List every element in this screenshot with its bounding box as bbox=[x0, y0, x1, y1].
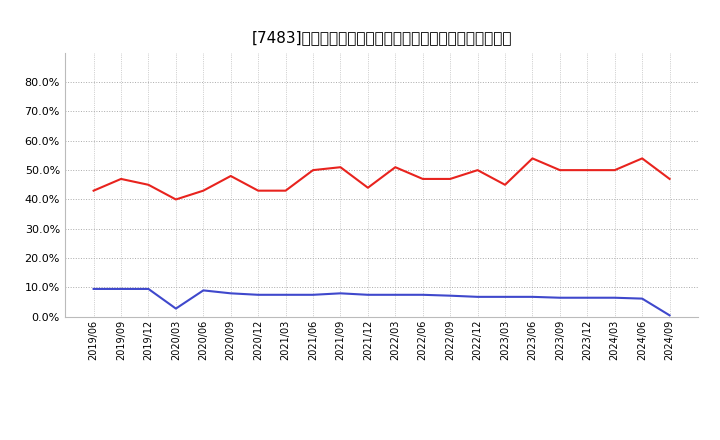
有利子負債 bbox=[89, 286, 98, 292]
有利子負債 bbox=[611, 295, 619, 301]
有利子負債 bbox=[638, 296, 647, 301]
現須金 bbox=[446, 176, 454, 182]
現須金 bbox=[528, 156, 537, 161]
現須金 bbox=[500, 182, 509, 187]
有利子負債 bbox=[500, 294, 509, 300]
現須金 bbox=[199, 188, 207, 193]
有利子負債 bbox=[528, 294, 537, 300]
現須金 bbox=[638, 156, 647, 161]
現須金 bbox=[418, 176, 427, 182]
有利子負債 bbox=[254, 292, 263, 297]
有利子負債 bbox=[364, 292, 372, 297]
有利子負債 bbox=[282, 292, 290, 297]
Line: 現須金: 現須金 bbox=[94, 158, 670, 199]
有利子負債 bbox=[226, 291, 235, 296]
Line: 有利子負債: 有利子負債 bbox=[94, 289, 670, 315]
現須金 bbox=[226, 173, 235, 179]
有利子負債 bbox=[583, 295, 592, 301]
現須金 bbox=[171, 197, 180, 202]
有利子負債 bbox=[117, 286, 125, 292]
現須金 bbox=[556, 168, 564, 173]
現須金 bbox=[473, 168, 482, 173]
現須金 bbox=[254, 188, 263, 193]
有利子負債 bbox=[556, 295, 564, 301]
現須金 bbox=[611, 168, 619, 173]
現須金 bbox=[89, 188, 98, 193]
現須金 bbox=[282, 188, 290, 193]
有利子負債 bbox=[446, 293, 454, 298]
有利子負債 bbox=[418, 292, 427, 297]
現須金 bbox=[364, 185, 372, 191]
現須金 bbox=[391, 165, 400, 170]
有利子負債 bbox=[144, 286, 153, 292]
有利子負債 bbox=[336, 291, 345, 296]
有利子負債 bbox=[171, 306, 180, 311]
有利子負債 bbox=[665, 313, 674, 318]
有利子負債 bbox=[309, 292, 318, 297]
現須金 bbox=[117, 176, 125, 182]
有利子負債 bbox=[473, 294, 482, 300]
現須金 bbox=[309, 168, 318, 173]
現須金 bbox=[336, 165, 345, 170]
Title: [7483]　現須金、有利子負債の総資産に対する比率の推移: [7483] 現須金、有利子負債の総資産に対する比率の推移 bbox=[251, 29, 512, 45]
現須金 bbox=[144, 182, 153, 187]
有利子負債 bbox=[391, 292, 400, 297]
現須金 bbox=[583, 168, 592, 173]
有利子負債 bbox=[199, 288, 207, 293]
現須金 bbox=[665, 176, 674, 182]
